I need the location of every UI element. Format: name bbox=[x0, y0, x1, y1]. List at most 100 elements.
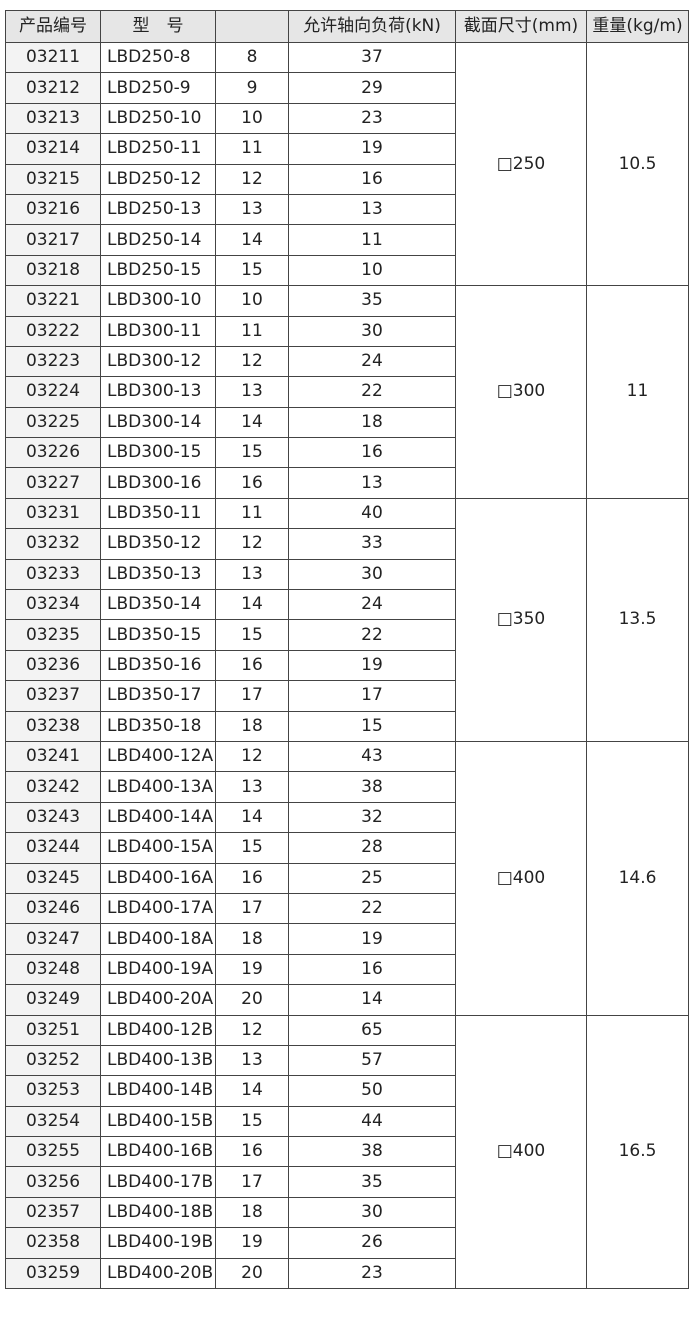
length-cell: 12 bbox=[215, 740, 289, 773]
axial-load-cell: 13 bbox=[288, 467, 456, 499]
axial-load-cell: 14 bbox=[288, 984, 456, 1016]
product-code-cell: 03212 bbox=[5, 72, 101, 104]
length-cell: 19 bbox=[215, 1227, 289, 1259]
model-cell: LBD250-15 bbox=[100, 254, 216, 287]
length-cell: 18 bbox=[215, 1196, 289, 1229]
column-header bbox=[215, 10, 289, 43]
section-size-cell: □250 bbox=[455, 41, 587, 287]
axial-load-cell: 13 bbox=[288, 193, 456, 226]
axial-load-cell: 30 bbox=[288, 558, 456, 591]
length-cell: 15 bbox=[215, 832, 289, 864]
product-code-cell: 03245 bbox=[5, 862, 101, 894]
model-cell: LBD400-20B bbox=[100, 1257, 216, 1290]
table-row: 03256 LBD400-17B 17 35 bbox=[5, 1166, 689, 1198]
table-row: 03242 LBD400-13A 13 38 bbox=[5, 771, 689, 803]
table-row: 03224 LBD300-13 13 22 bbox=[5, 376, 689, 408]
section-size-cell: □300 bbox=[455, 285, 587, 499]
model-cell: LBD300-13 bbox=[100, 376, 216, 408]
table-row: 02358 LBD400-19B 19 26 bbox=[5, 1227, 689, 1259]
table-row: 03235 LBD350-15 15 22 bbox=[5, 619, 689, 651]
length-cell: 17 bbox=[215, 680, 289, 712]
model-cell: LBD300-14 bbox=[100, 406, 216, 439]
axial-load-cell: 33 bbox=[288, 528, 456, 560]
model-cell: LBD300-10 bbox=[100, 285, 216, 317]
axial-load-cell: 10 bbox=[288, 254, 456, 287]
model-cell: LBD400-13B bbox=[100, 1044, 216, 1077]
table-row: 03227 LBD300-16 16 13 bbox=[5, 467, 689, 499]
product-code-cell: 03237 bbox=[5, 680, 101, 712]
product-code-cell: 03254 bbox=[5, 1105, 101, 1138]
product-code-cell: 03251 bbox=[5, 1014, 101, 1046]
length-cell: 13 bbox=[215, 376, 289, 408]
axial-load-cell: 30 bbox=[288, 315, 456, 347]
table-row: 03237 LBD350-17 17 17 bbox=[5, 680, 689, 712]
product-code-cell: 03234 bbox=[5, 589, 101, 621]
product-code-cell: 03217 bbox=[5, 224, 101, 256]
section-size-cell: □350 bbox=[455, 497, 587, 742]
table-row: 03249 LBD400-20A 20 14 bbox=[5, 984, 689, 1016]
table-row: 03243 LBD400-14A 14 32 bbox=[5, 801, 689, 834]
section-size-cell: □400 bbox=[455, 740, 587, 1016]
model-cell: LBD250-11 bbox=[100, 133, 216, 165]
table-row: 03215 LBD250-12 12 16 bbox=[5, 163, 689, 195]
product-code-cell: 03246 bbox=[5, 892, 101, 925]
weight-cell: 11 bbox=[586, 285, 689, 499]
table-row: 03212 LBD250-9 9 29 bbox=[5, 72, 689, 104]
table-row: 03231 LBD350-11 11 40 □350 13.5 bbox=[5, 497, 689, 742]
axial-load-cell: 16 bbox=[288, 437, 456, 469]
axial-load-cell: 35 bbox=[288, 1166, 456, 1198]
product-code-cell: 03224 bbox=[5, 376, 101, 408]
table-row: 03218 LBD250-15 15 10 bbox=[5, 254, 689, 287]
model-cell: LBD300-12 bbox=[100, 345, 216, 378]
axial-load-cell: 30 bbox=[288, 1196, 456, 1229]
axial-load-cell: 44 bbox=[288, 1105, 456, 1138]
weight-cell: 16.5 bbox=[586, 1014, 689, 1290]
product-code-cell: 03218 bbox=[5, 254, 101, 287]
axial-load-cell: 35 bbox=[288, 285, 456, 317]
length-cell: 14 bbox=[215, 589, 289, 621]
header-row: 产品编号型 号 允许轴向负荷(kN) 截面尺寸(mm) 重量(kg/m) bbox=[5, 10, 689, 43]
product-code-cell: 03236 bbox=[5, 649, 101, 682]
axial-load-cell: 19 bbox=[288, 923, 456, 955]
model-cell: LBD400-12B bbox=[100, 1014, 216, 1046]
axial-load-cell: 40 bbox=[288, 497, 456, 530]
table-row: 03217 LBD250-14 14 11 bbox=[5, 224, 689, 256]
axial-load-cell: 57 bbox=[288, 1044, 456, 1077]
table-row: 03255 LBD400-16B 16 38 bbox=[5, 1136, 689, 1168]
axial-load-cell: 24 bbox=[288, 345, 456, 378]
model-cell: LBD350-12 bbox=[100, 528, 216, 560]
table-row: 03247 LBD400-18A 18 19 bbox=[5, 923, 689, 955]
axial-load-cell: 22 bbox=[288, 376, 456, 408]
product-code-cell: 03241 bbox=[5, 740, 101, 773]
length-cell: 19 bbox=[215, 953, 289, 986]
model-cell: LBD250-9 bbox=[100, 72, 216, 104]
axial-load-cell: 24 bbox=[288, 589, 456, 621]
length-cell: 15 bbox=[215, 437, 289, 469]
table-row: 03248 LBD400-19A 19 16 bbox=[5, 953, 689, 986]
product-code-cell: 03214 bbox=[5, 133, 101, 165]
model-cell: LBD250-10 bbox=[100, 102, 216, 135]
length-cell: 20 bbox=[215, 1257, 289, 1290]
table-row: 03234 LBD350-14 14 24 bbox=[5, 589, 689, 621]
column-header: 重量(kg/m) bbox=[586, 10, 689, 43]
product-code-cell: 03216 bbox=[5, 193, 101, 226]
product-code-cell: 03247 bbox=[5, 923, 101, 955]
product-code-cell: 03221 bbox=[5, 285, 101, 317]
length-cell: 13 bbox=[215, 1044, 289, 1077]
length-cell: 10 bbox=[215, 285, 289, 317]
length-cell: 11 bbox=[215, 315, 289, 347]
axial-load-cell: 17 bbox=[288, 680, 456, 712]
product-code-cell: 03233 bbox=[5, 558, 101, 591]
product-spec-table: 产品编号型 号允许轴向负荷(kN) 截面尺寸(mm) 重量(kg/m) 03211 L… bbox=[5, 10, 689, 1290]
weight-cell: 10.5 bbox=[586, 41, 689, 287]
axial-load-cell: 28 bbox=[288, 832, 456, 864]
axial-load-cell: 38 bbox=[288, 771, 456, 803]
axial-load-cell: 15 bbox=[288, 710, 456, 742]
model-cell: LBD400-16A bbox=[100, 862, 216, 894]
length-cell: 16 bbox=[215, 862, 289, 894]
product-code-cell: 03244 bbox=[5, 832, 101, 864]
product-code-cell: 03211 bbox=[5, 41, 101, 74]
model-cell: LBD250-12 bbox=[100, 163, 216, 195]
model-cell: LBD350-13 bbox=[100, 558, 216, 591]
model-cell: LBD400-17B bbox=[100, 1166, 216, 1198]
